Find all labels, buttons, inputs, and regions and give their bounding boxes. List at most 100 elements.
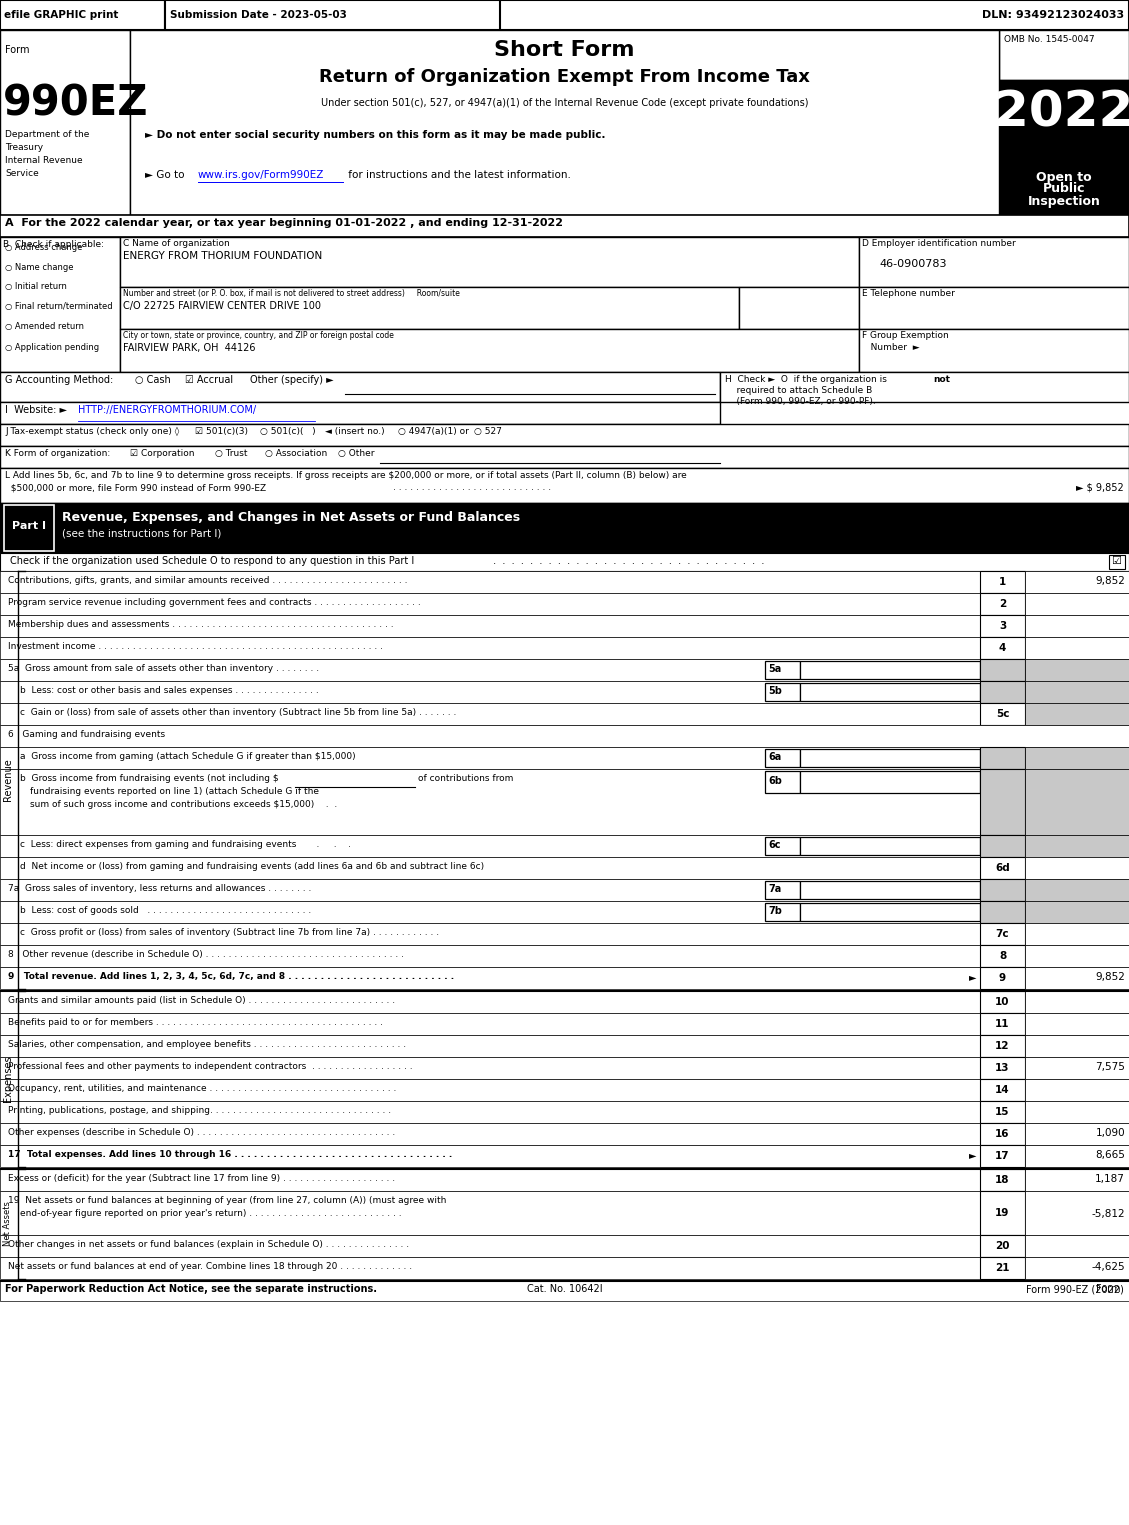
Bar xyxy=(1025,747,1129,769)
Text: ☑: ☑ xyxy=(1111,557,1121,566)
Bar xyxy=(0,403,720,424)
Bar xyxy=(1025,593,1129,615)
Text: . . . . . . . . . . . . . . . . . . . . . . . . . . . .: . . . . . . . . . . . . . . . . . . . . … xyxy=(393,483,554,493)
Text: Revenue, Expenses, and Changes in Net Assets or Fund Balances: Revenue, Expenses, and Changes in Net As… xyxy=(62,511,520,525)
Bar xyxy=(800,749,980,767)
Bar xyxy=(1025,703,1129,724)
Text: 1,187: 1,187 xyxy=(1095,1174,1124,1183)
Bar xyxy=(0,1057,1129,1080)
Bar xyxy=(1025,1101,1129,1122)
Text: c  Less: direct expenses from gaming and fundraising events       .     .    .: c Less: direct expenses from gaming and … xyxy=(20,840,351,849)
Bar xyxy=(1109,555,1124,569)
Bar xyxy=(0,1257,1129,1279)
Bar xyxy=(980,747,1025,769)
Bar xyxy=(0,1013,1129,1035)
Text: Program service revenue including government fees and contracts . . . . . . . . : Program service revenue including govern… xyxy=(8,598,421,607)
Bar xyxy=(0,946,1129,967)
Bar xyxy=(1025,1013,1129,1035)
Bar xyxy=(0,1235,1129,1257)
Text: ○ Initial return: ○ Initial return xyxy=(5,282,67,291)
Text: 1,090: 1,090 xyxy=(1095,1128,1124,1138)
Bar xyxy=(0,236,120,372)
Bar xyxy=(980,1013,1025,1035)
Bar xyxy=(0,1080,1129,1101)
Text: Service: Service xyxy=(5,169,38,178)
Bar xyxy=(980,1170,1025,1191)
Bar xyxy=(0,0,1129,30)
Bar xyxy=(1025,991,1129,1013)
Bar xyxy=(0,445,1129,468)
Bar xyxy=(0,554,1129,570)
Text: Net assets or fund balances at end of year. Combine lines 18 through 20 . . . . : Net assets or fund balances at end of ye… xyxy=(8,1263,412,1270)
Bar xyxy=(1025,878,1129,901)
Text: 9: 9 xyxy=(999,973,1006,984)
Bar xyxy=(980,1101,1025,1122)
Text: Printing, publications, postage, and shipping. . . . . . . . . . . . . . . . . .: Printing, publications, postage, and shi… xyxy=(8,1106,391,1115)
Text: G Accounting Method:: G Accounting Method: xyxy=(5,375,113,384)
Text: J Tax-exempt status (check only one) ◊: J Tax-exempt status (check only one) ◊ xyxy=(5,427,180,436)
Text: 19: 19 xyxy=(996,1208,1009,1218)
Bar xyxy=(980,659,1025,682)
Text: Salaries, other compensation, and employee benefits . . . . . . . . . . . . . . : Salaries, other compensation, and employ… xyxy=(8,1040,406,1049)
Text: -5,812: -5,812 xyxy=(1092,1209,1124,1218)
Bar xyxy=(765,749,800,767)
Text: ○ Other: ○ Other xyxy=(338,448,375,458)
Bar xyxy=(980,1191,1025,1235)
Text: City or town, state or province, country, and ZIP or foreign postal code: City or town, state or province, country… xyxy=(123,331,394,340)
Bar xyxy=(980,857,1025,878)
Text: 17: 17 xyxy=(995,1151,1009,1161)
Bar xyxy=(765,903,800,921)
Bar xyxy=(0,836,1129,857)
Text: Check if the organization used Schedule O to respond to any question in this Par: Check if the organization used Schedule … xyxy=(10,557,414,566)
Text: ○ Amended return: ○ Amended return xyxy=(5,322,84,331)
Bar xyxy=(1025,1080,1129,1101)
Bar xyxy=(980,1035,1025,1057)
Text: ○ Application pending: ○ Application pending xyxy=(5,343,99,351)
Text: Investment income . . . . . . . . . . . . . . . . . . . . . . . . . . . . . . . : Investment income . . . . . . . . . . . … xyxy=(8,642,383,651)
Bar xyxy=(1025,857,1129,878)
Bar xyxy=(1025,615,1129,637)
Text: ►: ► xyxy=(969,971,975,982)
Bar xyxy=(980,769,1025,836)
Bar xyxy=(0,878,1129,901)
Text: Return of Organization Exempt From Income Tax: Return of Organization Exempt From Incom… xyxy=(320,69,809,85)
Text: www.irs.gov/Form990EZ: www.irs.gov/Form990EZ xyxy=(198,169,324,180)
Text: Form: Form xyxy=(5,46,29,55)
Text: 8: 8 xyxy=(999,952,1006,961)
Text: ○ Cash: ○ Cash xyxy=(135,375,170,384)
Text: 9   Total revenue. Add lines 1, 2, 3, 4, 5c, 6d, 7c, and 8 . . . . . . . . . . .: 9 Total revenue. Add lines 1, 2, 3, 4, 5… xyxy=(8,971,454,981)
Bar xyxy=(999,30,1129,79)
Text: sum of such gross income and contributions exceeds $15,000)    .  .: sum of such gross income and contributio… xyxy=(30,801,338,808)
Text: $500,000 or more, file Form 990 instead of Form 990-EZ: $500,000 or more, file Form 990 instead … xyxy=(5,483,266,493)
Bar xyxy=(120,236,859,287)
Text: 3: 3 xyxy=(999,621,1006,631)
Bar xyxy=(0,857,1129,878)
Text: ○ Address change: ○ Address change xyxy=(5,242,82,252)
Text: 46-0900783: 46-0900783 xyxy=(879,259,946,268)
Bar xyxy=(0,1145,1129,1167)
Text: Number  ►: Number ► xyxy=(863,343,920,352)
Text: 17  Total expenses. Add lines 10 through 16 . . . . . . . . . . . . . . . . . . : 17 Total expenses. Add lines 10 through … xyxy=(8,1150,453,1159)
Text: b  Gross income from fundraising events (not including $: b Gross income from fundraising events (… xyxy=(20,775,279,782)
Bar xyxy=(1025,1035,1129,1057)
Bar xyxy=(980,682,1025,703)
Text: 7b: 7b xyxy=(768,906,782,917)
Bar xyxy=(1025,967,1129,990)
Bar xyxy=(0,1170,1129,1191)
Bar xyxy=(1025,946,1129,967)
Bar xyxy=(980,878,1025,901)
Text: L Add lines 5b, 6c, and 7b to line 9 to determine gross receipts. If gross recei: L Add lines 5b, 6c, and 7b to line 9 to … xyxy=(5,471,686,480)
Text: 2: 2 xyxy=(999,599,1006,608)
Text: Other expenses (describe in Schedule O) . . . . . . . . . . . . . . . . . . . . : Other expenses (describe in Schedule O) … xyxy=(8,1128,395,1138)
Bar xyxy=(130,30,999,215)
Text: Benefits paid to or for members . . . . . . . . . . . . . . . . . . . . . . . . : Benefits paid to or for members . . . . … xyxy=(8,1019,383,1026)
Text: 6a: 6a xyxy=(768,752,781,762)
Text: Submission Date - 2023-05-03: Submission Date - 2023-05-03 xyxy=(170,11,347,20)
Text: Excess or (deficit) for the year (Subtract line 17 from line 9) . . . . . . . . : Excess or (deficit) for the year (Subtra… xyxy=(8,1174,395,1183)
Text: K Form of organization:: K Form of organization: xyxy=(5,448,111,458)
Bar xyxy=(765,772,800,793)
Text: of contributions from: of contributions from xyxy=(418,775,514,782)
Text: Form: Form xyxy=(1096,1284,1124,1295)
Text: (see the instructions for Part I): (see the instructions for Part I) xyxy=(62,529,221,538)
Text: Professional fees and other payments to independent contractors  . . . . . . . .: Professional fees and other payments to … xyxy=(8,1061,412,1071)
